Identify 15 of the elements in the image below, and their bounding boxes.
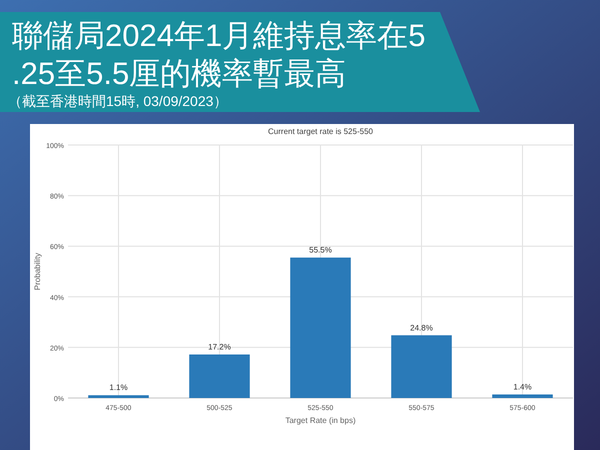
bar [88,395,149,398]
bar [492,394,553,398]
y-axis-title: Probability [33,252,42,290]
data-label: 1.1% [109,383,128,392]
bar [391,335,452,398]
data-label: 55.5% [309,246,332,255]
data-label: 17.2% [208,342,231,352]
chart-subtitle: Current target rate is 525-550 [268,127,374,136]
x-axis-title: Target Rate (in bps) [285,416,356,425]
data-label: 1.4% [513,382,532,392]
chart-title: 聯儲局2024年1月維持息率在5.25至5.5厘的機率暫最高 [12,18,426,91]
bar [290,258,351,398]
data-label: 24.8% [410,323,433,332]
bar [189,354,250,398]
text: （截至香港時間15時, 03/09/2023） [8,93,228,109]
